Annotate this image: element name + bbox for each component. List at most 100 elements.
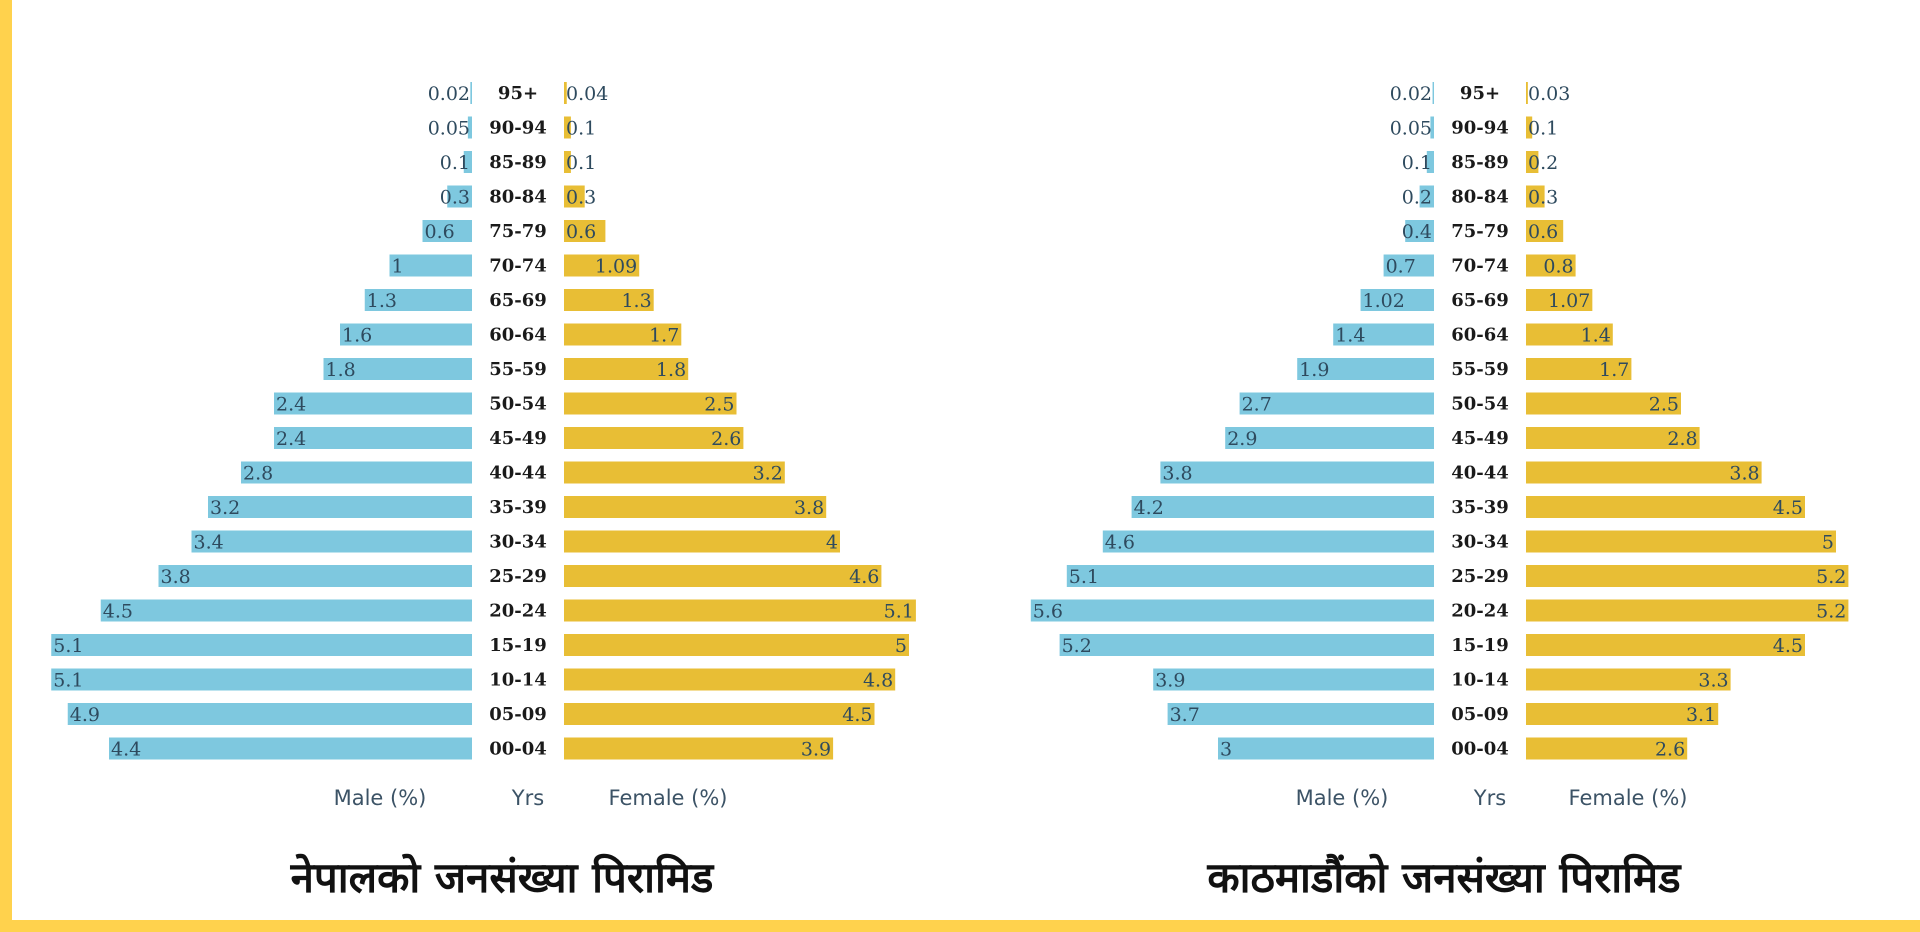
male-bar [191, 530, 472, 553]
male-bar [1218, 737, 1434, 760]
male-bar [51, 634, 472, 656]
female-bar [1526, 254, 1576, 277]
male-bar [274, 427, 472, 449]
age-tick-label: 40-44 [489, 463, 547, 484]
male-bar [1239, 392, 1434, 415]
male-value-label: 3 [1220, 739, 1232, 761]
male-bar [1430, 116, 1434, 139]
male-value-label: 4.4 [111, 739, 141, 761]
female-value-label: 1.7 [1599, 359, 1629, 381]
male-value-label: 1 [392, 256, 404, 278]
male-bar [1160, 461, 1434, 484]
female-value-label: 0.04 [566, 83, 608, 105]
male-value-label: 2.4 [276, 394, 306, 416]
female-bar [1526, 82, 1528, 104]
male-value-label: 2.4 [276, 428, 306, 450]
age-tick-label: 40-44 [1451, 463, 1509, 484]
female-value-label: 2.8 [1667, 428, 1697, 450]
age-tick-label: 70-74 [1451, 256, 1509, 277]
age-tick-label: 10-14 [1451, 670, 1509, 691]
female-value-label: 1.09 [595, 256, 637, 278]
age-tick-label: 45-49 [1451, 428, 1509, 449]
age-tick-label: 15-19 [1451, 635, 1509, 656]
chart-title: नेपालको जनसंख्या पिरामिड [290, 853, 715, 902]
male-bar [1419, 185, 1434, 208]
age-tick-label: 25-29 [1451, 566, 1509, 587]
male-bar [1167, 703, 1434, 725]
female-value-label: 4.5 [1773, 635, 1803, 657]
male-bar [467, 116, 472, 139]
male-value-label: 1.3 [367, 290, 397, 312]
female-bar [1526, 220, 1564, 242]
age-tick-label: 60-64 [1451, 325, 1509, 346]
age-tick-label: 95+ [1460, 83, 1500, 104]
age-tick-label: 90-94 [1451, 118, 1509, 139]
male-bar [1030, 599, 1434, 622]
male-bar [109, 737, 472, 760]
male-value-label: 3.8 [161, 566, 191, 588]
female-value-label: 0.2 [1528, 152, 1558, 174]
age-tick-label: 75-79 [1451, 221, 1509, 242]
male-value-label: 5.1 [53, 635, 83, 657]
age-tick-label: 75-79 [489, 221, 547, 242]
age-tick-label: 65-69 [1451, 290, 1509, 311]
female-value-label: 1.4 [1581, 325, 1611, 347]
age-tick-label: 15-19 [489, 635, 547, 656]
female-bar [564, 289, 654, 311]
age-tick-label: 90-94 [489, 118, 547, 139]
female-value-label: 1.8 [656, 359, 686, 381]
female-value-label: 2.5 [704, 394, 734, 416]
female-bar [564, 220, 606, 242]
age-tick-label: 95+ [498, 83, 538, 104]
female-value-label: 0.1 [1528, 118, 1558, 140]
male-bar [1426, 151, 1434, 173]
female-value-label: 3.2 [753, 463, 783, 485]
female-bar [564, 668, 896, 691]
male-bar [208, 496, 472, 518]
male-bar [1225, 427, 1434, 449]
female-bar [564, 530, 840, 553]
male-bar [274, 392, 472, 415]
female-bar [1526, 289, 1593, 311]
female-bar [1526, 392, 1681, 415]
female-value-label: 4.5 [1773, 497, 1803, 519]
male-value-label: 2.7 [1242, 394, 1272, 416]
years-axis-label: Yrs [1473, 786, 1506, 810]
male-bar [1102, 530, 1434, 553]
female-value-label: 0.3 [566, 187, 596, 209]
age-tick-label: 00-04 [1451, 739, 1509, 760]
male-value-label: 0.1 [440, 152, 470, 174]
female-bar [564, 254, 640, 277]
male-value-label: 0.02 [428, 83, 470, 105]
male-bar [463, 151, 472, 173]
female-value-label: 2.6 [1655, 739, 1685, 761]
male-value-label: 5.2 [1062, 635, 1092, 657]
male-value-label: 0.2 [1402, 187, 1432, 209]
male-value-label: 4.6 [1105, 532, 1135, 554]
female-bar [564, 185, 585, 208]
female-bar [1526, 530, 1836, 553]
male-bar [1297, 358, 1434, 380]
female-value-label: 5.1 [884, 601, 914, 623]
female-value-label: 4.5 [842, 704, 872, 726]
female-value-label: 3.3 [1698, 670, 1728, 692]
female-value-label: 1.07 [1548, 290, 1590, 312]
female-value-label: 3.9 [801, 739, 831, 761]
female-value-label: 5.2 [1816, 601, 1846, 623]
female-bar [564, 565, 882, 587]
female-value-label: 2.6 [711, 428, 741, 450]
male-bar [241, 461, 472, 484]
male-bar [1383, 254, 1434, 277]
female-value-label: 0.1 [566, 152, 596, 174]
male-axis-label: Male (%) [1296, 786, 1389, 810]
female-value-label: 5 [1822, 532, 1834, 554]
female-bar [564, 461, 785, 484]
female-bar [564, 599, 916, 622]
female-bar [1526, 668, 1731, 691]
female-value-label: 0.6 [1528, 221, 1558, 243]
male-bar [1059, 634, 1434, 656]
age-tick-label: 25-29 [489, 566, 547, 587]
female-value-label: 1.3 [621, 290, 651, 312]
age-tick-label: 20-24 [489, 601, 547, 622]
